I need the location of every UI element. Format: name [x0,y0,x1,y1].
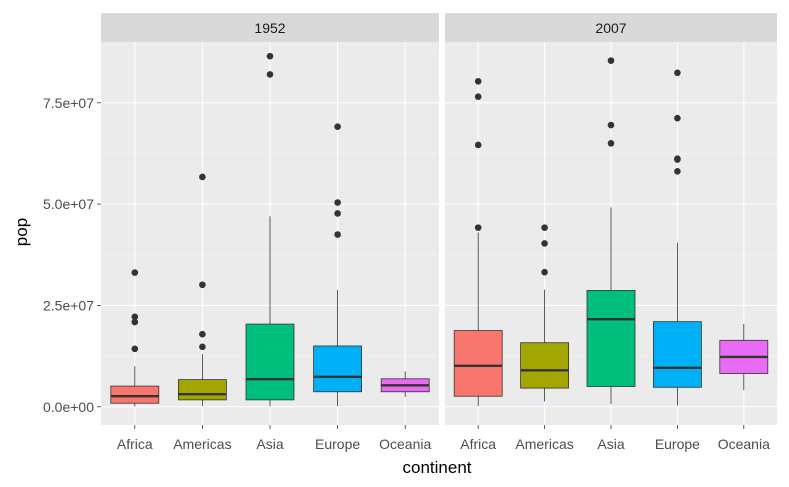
outlier-point [674,114,681,122]
outlier-point [674,69,681,77]
outlier-point [334,199,341,206]
iqr-box [520,342,569,389]
outlier-point [199,330,206,338]
outlier-point [674,155,681,163]
x-tick-label: Africa [117,436,153,452]
x-tick-label: Americas [515,436,573,452]
x-tick-label: Americas [173,436,231,452]
iqr-box [245,323,295,401]
iqr-box [453,330,503,397]
box-asia [245,52,295,407]
box-asia [586,57,636,404]
iqr-box [586,290,636,387]
outlier-point [131,318,139,326]
facet-strip-label: 2007 [595,20,626,36]
iqr-box [177,379,227,401]
outlier-point [474,93,482,101]
outlier-point [266,52,274,60]
x-tick-label: Oceania [379,436,431,452]
x-tick-label: Asia [256,436,283,452]
outlier-point [131,345,139,353]
y-tick-label: 7.5e+07 [43,95,94,111]
box-americas [520,224,569,402]
y-axis: 0.0e+00 2.5e+07 5.0e+07 7.5e+07 [43,95,101,415]
x-tick-label: Europe [315,436,360,452]
box-europe [313,123,363,407]
box-oceania [719,324,769,391]
iqr-box [110,385,160,404]
outlier-point [334,123,341,131]
x-tick-label: Africa [460,436,496,452]
outlier-point [199,281,206,289]
outlier-point [199,343,206,351]
box-africa [110,269,160,407]
facet-strip [101,13,439,42]
outlier-point [199,173,206,181]
outlier-point [266,71,274,78]
panel-1952: 1952 Africa Americas Asia Europe Oceania [101,13,439,452]
outlier-point [131,313,139,321]
box-africa [453,78,503,406]
box-europe [653,69,702,406]
outlier-point [541,268,548,276]
outlier-point [131,269,139,276]
iqr-box [313,345,363,393]
panel-2007: 2007 Africa Americas Asia Europe Oceania [445,13,777,452]
outlier-point [607,121,615,129]
outlier-point [607,57,615,64]
x-axis-title: continent [403,458,472,477]
x-tick-label: Europe [655,436,700,452]
outlier-point [334,210,341,217]
facet-strip-label: 1952 [254,20,285,36]
outlier-point [334,231,341,238]
y-tick-label: 2.5e+07 [43,297,94,313]
outlier-point [541,240,548,247]
iqr-box [653,321,702,388]
y-tick-label: 5.0e+07 [43,196,94,212]
x-tick-label: Asia [597,436,624,452]
panels-layer: 1952 Africa Americas Asia Europe Oceania 2007 A… [101,13,777,452]
outlier-point [674,167,681,175]
box-oceania [380,371,430,398]
outlier-point [607,140,615,147]
box-americas [177,173,227,407]
outlier-point [474,141,482,149]
outlier-point [474,224,482,231]
y-tick-label: 0.0e+00 [43,399,94,415]
y-axis-title: pop [12,218,31,246]
outlier-point [541,224,548,231]
outlier-point [474,78,482,85]
facet-strip [445,13,777,42]
x-tick-label: Oceania [718,436,770,452]
